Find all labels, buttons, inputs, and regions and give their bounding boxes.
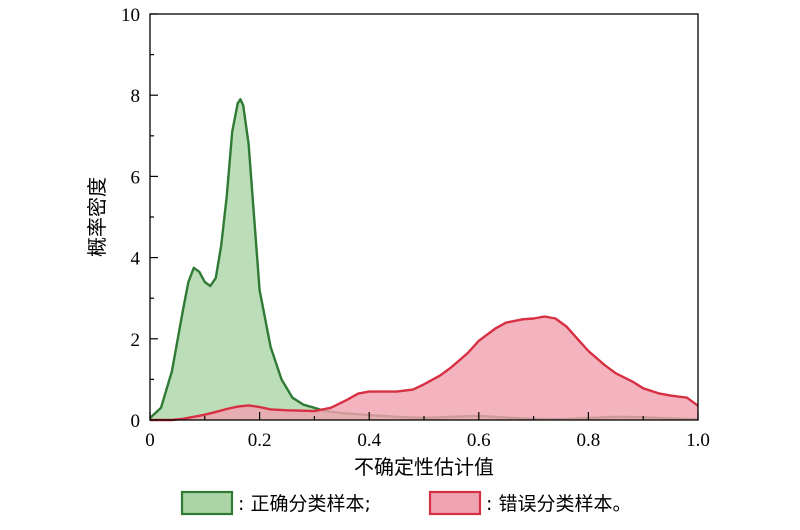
legend-label-0: : 正确分类样本; (238, 493, 371, 515)
y-tick-label: 8 (131, 86, 141, 107)
x-tick-label: 0.6 (467, 430, 491, 451)
legend-swatch-1 (428, 490, 482, 516)
x-tick-label: 0.4 (357, 430, 381, 451)
legend-label-1: : 错误分类样本。 (486, 493, 631, 515)
x-tick-label: 1.0 (686, 430, 710, 451)
y-tick-label: 2 (131, 330, 141, 351)
legend: : 正确分类样本; : 错误分类样本。 (180, 490, 631, 516)
x-tick-label: 0.2 (248, 430, 272, 451)
series-layer (149, 98, 699, 422)
y-tick-label: 4 (131, 249, 141, 270)
y-axis-label: 概率密度 (85, 177, 109, 257)
series-area-0 (150, 99, 698, 421)
y-tick-label: 6 (131, 167, 141, 188)
y-axis: 0 2 4 6 8 10 (121, 5, 158, 432)
legend-swatch-0 (180, 490, 234, 516)
x-axis: 0 0.2 0.4 0.6 0.8 1.0 (145, 412, 710, 451)
x-tick-label: 0 (145, 430, 155, 451)
y-tick-label: 0 (131, 411, 141, 432)
x-axis-label: 不确定性估计值 (354, 455, 494, 479)
x-tick-label: 0.8 (577, 430, 601, 451)
y-tick-label: 10 (121, 5, 140, 26)
series-line-1 (150, 315, 699, 422)
series-area-1 (150, 316, 698, 420)
